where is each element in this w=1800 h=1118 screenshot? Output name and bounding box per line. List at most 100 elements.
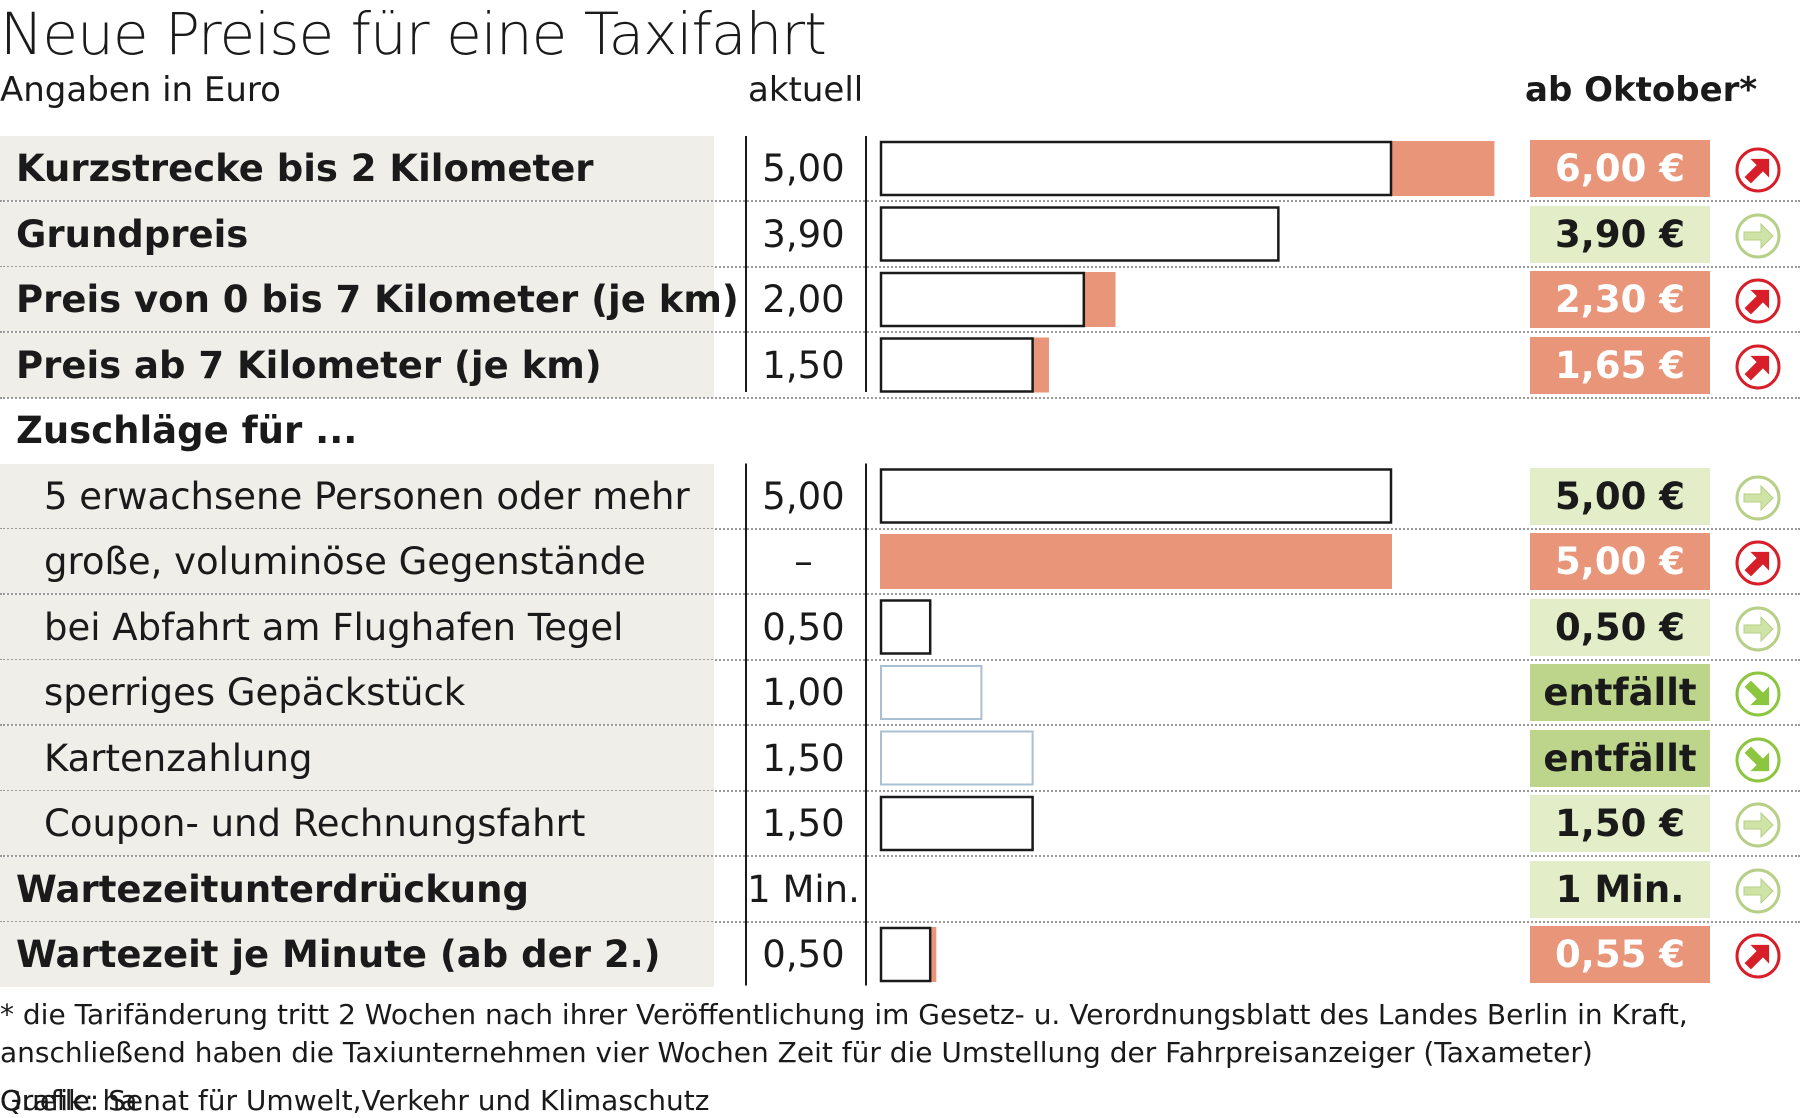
graphic-credit: Grafik: ha <box>0 1084 138 1117</box>
new-price-badge: 6,00 € <box>1530 140 1710 197</box>
new-price-badge: 1,65 € <box>1530 336 1710 394</box>
row-label: Wartezeitunterdrückung <box>16 867 529 911</box>
row-label-background <box>0 332 714 398</box>
bar-increase <box>1033 337 1049 393</box>
row-label: Kartenzahlung <box>44 736 313 780</box>
row-label-background <box>0 922 714 987</box>
table-row: Kartenzahlung 1,50 entfällt <box>0 725 1800 792</box>
current-price: 0,50 <box>762 605 845 649</box>
current-price: 1,50 <box>762 802 845 845</box>
row-divider <box>0 527 1800 530</box>
bar-current <box>879 926 932 983</box>
row-divider <box>0 396 1800 399</box>
row-label-background <box>0 267 714 332</box>
new-price-badge: 0,50 € <box>1530 598 1710 656</box>
new-price-badge: 2,30 € <box>1530 271 1710 328</box>
current-price: 1,00 <box>762 671 845 714</box>
column-header-new: ab Oktober* <box>1525 70 1758 110</box>
new-price-badge: 1,50 € <box>1530 795 1710 852</box>
arrow-right-icon <box>1735 606 1781 651</box>
row-label-background <box>0 136 714 201</box>
row-divider <box>0 789 1800 792</box>
new-price-badge: entfällt <box>1530 664 1710 721</box>
arrow-right-icon <box>1735 475 1781 520</box>
row-label: Wartezeit je Minute (ab der 2.) <box>16 933 661 976</box>
row-label: große, voluminöse Gegenstände <box>44 540 646 583</box>
current-price: 1 Min. <box>747 867 860 911</box>
bar-current <box>879 140 1393 197</box>
table-row: Kurzstrecke bis 2 Kilometer 5,00 6,00 € <box>0 136 1800 202</box>
row-label: Kurzstrecke bis 2 Kilometer <box>16 147 594 190</box>
table-row: 5 erwachsene Personen oder mehr 5,00 5,00 … <box>0 463 1800 530</box>
table-row: große, voluminöse Gegenstände – 5,00 € <box>0 529 1800 595</box>
table-row: Wartezeit je Minute (ab der 2.) 0,50 0,55 … <box>0 922 1800 987</box>
table-row: Coupon- und Rechnungsfahrt 1,50 1,50 € <box>0 791 1800 857</box>
arrow-right-icon <box>1735 802 1781 848</box>
current-price: 0,50 <box>762 933 845 976</box>
row-divider <box>0 724 1800 726</box>
section-label: Zuschläge für ... <box>16 409 358 452</box>
arrow-right-icon <box>1735 213 1781 258</box>
row-label-background <box>0 725 714 791</box>
row-divider <box>0 265 1800 268</box>
bar-current <box>880 730 1034 786</box>
current-price: 1,50 <box>762 343 845 387</box>
table-row: sperriges Gepäckstück 1,00 entfällt <box>0 660 1800 726</box>
row-label-background <box>0 856 714 922</box>
new-price-badge: 1 Min. <box>1530 860 1710 918</box>
row-label-background <box>0 660 714 725</box>
arrow-right-icon <box>1735 868 1781 913</box>
row-label-background <box>0 594 714 660</box>
arrow-down-right-icon <box>1735 671 1781 717</box>
current-price: 1,50 <box>762 736 845 780</box>
arrow-up-right-icon <box>1735 344 1781 389</box>
row-label: sperriges Gepäckstück <box>44 671 466 714</box>
current-price: 3,90 <box>762 212 845 256</box>
column-header-current: aktuell <box>748 70 864 110</box>
new-price-badge: 5,00 € <box>1530 533 1710 590</box>
bar-current <box>879 337 1034 393</box>
row-divider <box>0 200 1800 202</box>
chart-title: Neue Preise für eine Taxifahrt <box>0 0 827 68</box>
row-label: Coupon- und Rechnungsfahrt <box>44 802 586 845</box>
bar-increase <box>1392 141 1495 196</box>
table-row: Preis von 0 bis 7 Kilometer (je km) 2,00 2… <box>0 267 1800 333</box>
bar-increase <box>880 534 1392 589</box>
row-label-background <box>0 529 714 594</box>
bar-current <box>879 271 1086 328</box>
row-label: 5 erwachsene Personen oder mehr <box>44 474 690 518</box>
row-divider <box>0 920 1800 923</box>
current-price: 5,00 <box>762 147 845 190</box>
row-label-background <box>0 791 714 856</box>
table-row: bei Abfahrt am Flughafen Tegel 0,50 0,50 € <box>0 594 1800 661</box>
bar-current <box>879 795 1034 852</box>
row-label-background <box>0 463 714 529</box>
row-divider <box>0 593 1800 595</box>
footnote-line-1: * die Tarifänderung tritt 2 Wochen nach … <box>0 998 1688 1031</box>
bar-current <box>879 468 1393 524</box>
new-price-badge: 5,00 € <box>1530 467 1710 525</box>
current-price: 5,00 <box>762 474 845 518</box>
current-price: – <box>794 540 813 583</box>
table-row: Grundpreis 3,90 3,90 € <box>0 201 1800 268</box>
row-label: bei Abfahrt am Flughafen Tegel <box>44 605 624 649</box>
footnote-line-2: anschließend haben die Taxiunternehmen v… <box>0 1036 1593 1069</box>
arrow-down-right-icon <box>1735 737 1781 782</box>
row-divider <box>0 855 1800 857</box>
row-label: Preis ab 7 Kilometer (je km) <box>16 343 602 387</box>
new-price-badge: 0,55 € <box>1530 926 1710 983</box>
row-label-background <box>0 201 714 267</box>
chart-subtitle: Angaben in Euro <box>0 70 281 110</box>
bar-current <box>879 206 1280 262</box>
source-credit: Quelle: Senat für Umwelt,Verkehr und Kli… <box>0 1084 710 1117</box>
arrow-up-right-icon <box>1735 540 1781 586</box>
table-row: Preis ab 7 Kilometer (je km) 1,50 1,65 € <box>0 332 1800 399</box>
arrow-up-right-icon <box>1735 278 1781 324</box>
row-label: Grundpreis <box>16 212 249 256</box>
row-label: Preis von 0 bis 7 Kilometer (je km) <box>16 278 739 321</box>
bar-current <box>880 665 983 720</box>
row-divider <box>0 658 1800 661</box>
bar-increase <box>1084 272 1116 327</box>
arrow-up-right-icon <box>1735 933 1781 979</box>
section-header-row: Zuschläge für ... <box>0 398 1800 463</box>
